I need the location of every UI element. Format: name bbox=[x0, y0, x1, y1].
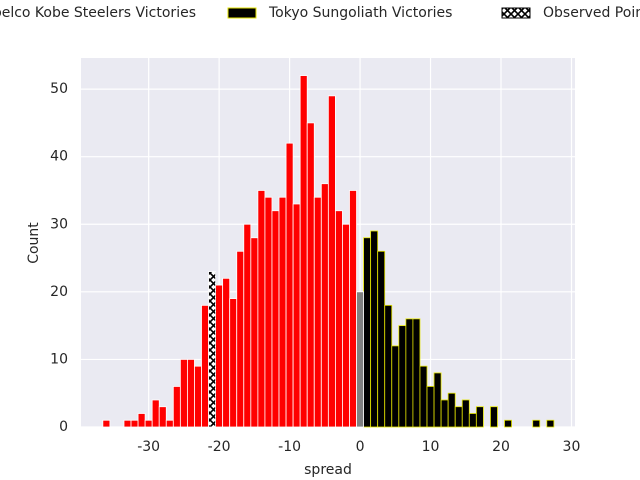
x-axis-label: spread bbox=[304, 462, 352, 478]
bar bbox=[208, 271, 216, 428]
bar bbox=[215, 284, 224, 428]
legend-swatch bbox=[501, 7, 531, 19]
bar bbox=[201, 304, 209, 428]
bar bbox=[546, 419, 555, 428]
x-tick-label: 10 bbox=[422, 439, 440, 455]
bar bbox=[243, 223, 252, 428]
x-tick-label: 20 bbox=[492, 439, 510, 455]
bar bbox=[271, 210, 280, 428]
bar bbox=[313, 196, 322, 428]
bar bbox=[419, 365, 428, 428]
bar bbox=[151, 399, 160, 428]
bar bbox=[356, 291, 364, 428]
x-tick-label: 0 bbox=[356, 439, 365, 455]
bar bbox=[222, 277, 231, 428]
bar bbox=[363, 237, 372, 428]
bar bbox=[349, 190, 357, 428]
bar bbox=[461, 399, 470, 428]
bar bbox=[250, 237, 259, 428]
bar bbox=[532, 419, 541, 428]
bar bbox=[320, 183, 329, 428]
y-tick-label: 50 bbox=[50, 81, 68, 97]
x-tick-label: -20 bbox=[208, 439, 231, 455]
x-tick-label: -10 bbox=[278, 439, 301, 455]
legend-label: Tokyo Sungoliath Victories bbox=[268, 5, 452, 21]
bar bbox=[433, 372, 442, 428]
legend-swatch bbox=[227, 7, 257, 19]
bar bbox=[426, 386, 435, 428]
y-tick-label: 30 bbox=[50, 216, 68, 232]
bar bbox=[377, 250, 386, 428]
bar bbox=[158, 406, 167, 428]
bar bbox=[384, 304, 393, 428]
bar bbox=[468, 413, 477, 428]
y-tick-label: 20 bbox=[50, 284, 68, 300]
bar bbox=[137, 413, 146, 428]
y-axis-label: Count bbox=[26, 222, 42, 264]
y-tick-label: 10 bbox=[50, 351, 68, 367]
legend-label: Observed Point bbox=[543, 5, 640, 21]
bar bbox=[454, 406, 463, 428]
legend-label: Kobelco Kobe Steelers Victories bbox=[0, 5, 196, 21]
bar bbox=[123, 419, 132, 428]
bar bbox=[405, 318, 414, 428]
bar bbox=[236, 250, 245, 428]
bar bbox=[172, 386, 181, 428]
bar bbox=[440, 399, 449, 428]
bar bbox=[179, 359, 188, 428]
bar bbox=[447, 392, 456, 428]
bar bbox=[504, 419, 512, 428]
bar bbox=[130, 419, 139, 428]
bar bbox=[370, 230, 379, 428]
bar bbox=[398, 325, 407, 428]
bar bbox=[257, 190, 266, 428]
bar bbox=[334, 210, 343, 428]
x-tick-label: 30 bbox=[563, 439, 581, 455]
bar bbox=[299, 75, 308, 428]
y-tick-label: 0 bbox=[59, 419, 68, 435]
y-tick-label: 40 bbox=[50, 149, 68, 165]
bar bbox=[264, 196, 273, 428]
bar bbox=[229, 298, 238, 428]
bar bbox=[194, 365, 202, 428]
bar bbox=[412, 318, 421, 428]
x-tick-label: -30 bbox=[137, 439, 160, 455]
bar bbox=[285, 142, 294, 428]
bar bbox=[144, 419, 153, 428]
bar bbox=[278, 196, 287, 428]
bar bbox=[102, 419, 111, 428]
bar bbox=[391, 345, 400, 428]
bar bbox=[475, 406, 484, 428]
bar bbox=[187, 359, 195, 428]
bar bbox=[165, 419, 174, 428]
bar bbox=[292, 203, 301, 428]
bar bbox=[342, 223, 350, 428]
bar bbox=[327, 95, 336, 428]
bar bbox=[490, 406, 498, 428]
bar bbox=[306, 122, 315, 428]
